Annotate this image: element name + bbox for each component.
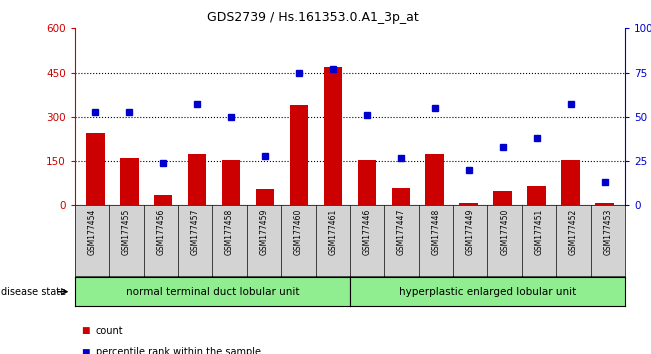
- Bar: [493, 190, 512, 205]
- Text: GDS2739 / Hs.161353.0.A1_3p_at: GDS2739 / Hs.161353.0.A1_3p_at: [206, 11, 419, 24]
- Text: GSM177450: GSM177450: [500, 209, 509, 255]
- Text: GSM177453: GSM177453: [603, 209, 613, 255]
- Bar: [120, 158, 139, 205]
- Text: GSM177446: GSM177446: [363, 209, 372, 255]
- Text: ■: ■: [81, 348, 90, 354]
- Text: GSM177459: GSM177459: [260, 209, 268, 255]
- Text: GSM177452: GSM177452: [569, 209, 578, 255]
- Bar: [290, 105, 309, 205]
- Text: GSM177454: GSM177454: [87, 209, 96, 255]
- Text: normal terminal duct lobular unit: normal terminal duct lobular unit: [126, 287, 299, 297]
- Bar: [527, 186, 546, 205]
- Bar: [324, 67, 342, 205]
- Text: GSM177457: GSM177457: [191, 209, 200, 255]
- Bar: [426, 154, 444, 205]
- Bar: [222, 160, 240, 205]
- Bar: [256, 189, 274, 205]
- Bar: [154, 195, 173, 205]
- Text: GSM177449: GSM177449: [465, 209, 475, 255]
- Bar: [561, 160, 580, 205]
- Bar: [357, 160, 376, 205]
- Text: GSM177448: GSM177448: [432, 209, 440, 255]
- Text: hyperplastic enlarged lobular unit: hyperplastic enlarged lobular unit: [399, 287, 576, 297]
- Bar: [86, 133, 105, 205]
- Text: ■: ■: [81, 326, 90, 336]
- Text: GSM177451: GSM177451: [534, 209, 544, 255]
- Text: GSM177447: GSM177447: [397, 209, 406, 255]
- Text: GSM177458: GSM177458: [225, 209, 234, 255]
- Text: count: count: [96, 326, 123, 336]
- Bar: [187, 154, 206, 205]
- Text: GSM177461: GSM177461: [328, 209, 337, 255]
- Bar: [460, 203, 478, 205]
- Text: GSM177460: GSM177460: [294, 209, 303, 255]
- Bar: [391, 188, 410, 205]
- Text: GSM177456: GSM177456: [156, 209, 165, 255]
- Bar: [595, 203, 614, 205]
- Text: percentile rank within the sample: percentile rank within the sample: [96, 347, 260, 354]
- Text: GSM177455: GSM177455: [122, 209, 131, 255]
- Text: disease state: disease state: [1, 287, 66, 297]
